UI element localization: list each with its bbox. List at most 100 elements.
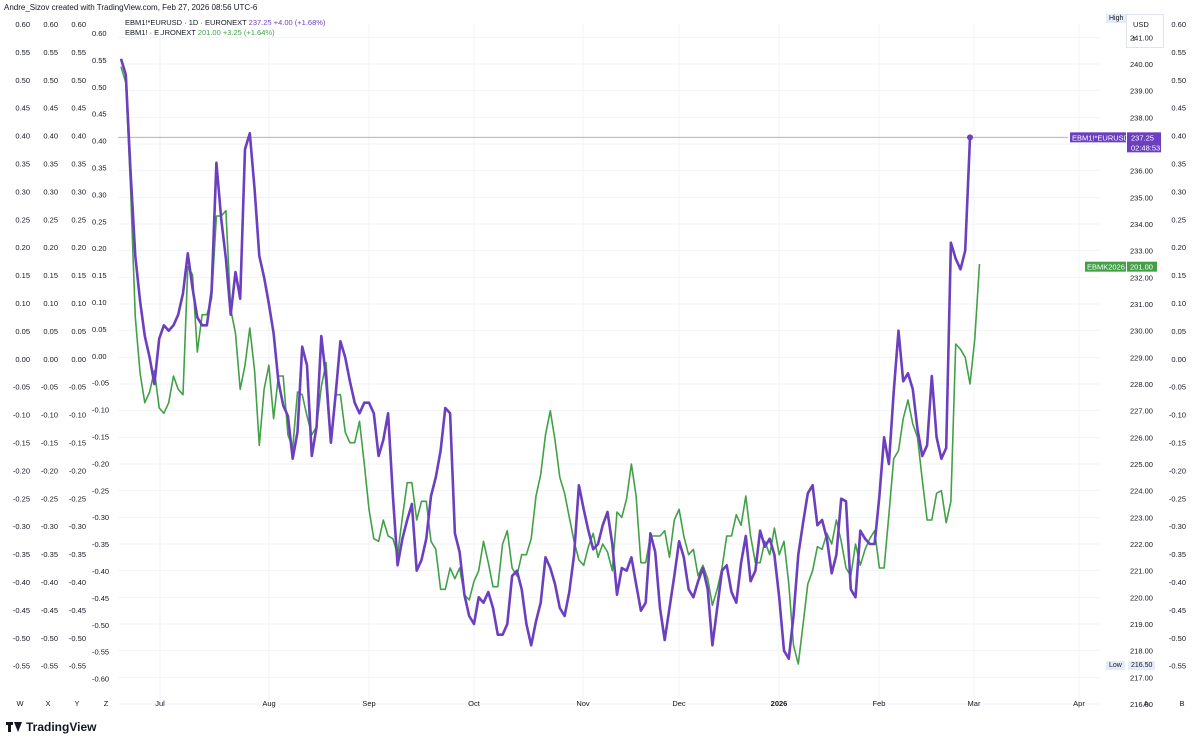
left-scale-tick-x: -0.45 <box>41 606 58 615</box>
left-scale-tick-w: 0.25 <box>15 215 30 224</box>
right-scale-tick: 0.15 <box>1171 271 1186 280</box>
inner-scale-tick: 0.15 <box>92 271 107 280</box>
left-scale-tick-x: 0.20 <box>43 243 58 252</box>
price-axis-tick: 239.00 <box>1130 87 1153 96</box>
left-scale-tick-w: 0.05 <box>15 327 30 336</box>
left-scale-tick-y: -0.50 <box>69 634 86 643</box>
left-scale-tick-w: 0.00 <box>15 355 30 364</box>
left-scale-tick-w: -0.45 <box>13 606 30 615</box>
series-label-bg-purple <box>1070 132 1126 143</box>
left-scale-tick-x: 0.45 <box>43 104 58 113</box>
right-scale-tick: -0.30 <box>1169 522 1186 531</box>
left-scale-tick-w: 0.40 <box>15 132 30 141</box>
left-scale-tick-w: -0.55 <box>13 662 30 671</box>
unit-label: USD <box>1133 20 1149 29</box>
left-scale-tick-y: 0.10 <box>71 299 86 308</box>
inner-scale-tick: -0.30 <box>92 513 109 522</box>
left-scale-tick-w: 0.50 <box>15 76 30 85</box>
x-axis-label: Apr <box>1073 699 1085 708</box>
left-scale-tick-w: -0.10 <box>13 411 30 420</box>
right-scale-tick: -0.05 <box>1169 383 1186 392</box>
left-scale-tick-w: -0.30 <box>13 522 30 531</box>
right-scale-tick: 0.25 <box>1171 215 1186 224</box>
tradingview-logo[interactable]: TradingView <box>6 720 96 734</box>
inner-scale-tick: -0.10 <box>92 406 109 415</box>
left-scale-tick-x: 0.05 <box>43 327 58 336</box>
price-axis-tick: 236.00 <box>1130 167 1153 176</box>
chart-svg[interactable]: 0.60 0.55 0.50 0.45 0.40 0.35 0.30 0.25 0.20 0.15… <box>0 12 1200 712</box>
inner-scale-tick: 0.40 <box>92 137 107 146</box>
inner-scale-tick: 0.25 <box>92 217 107 226</box>
inner-scale-tick: 0.45 <box>92 110 107 119</box>
chart-credit: Andre_Sizov created with TradingView.com… <box>4 3 258 12</box>
series-line-green <box>120 66 981 665</box>
right-scale-tick: 0.55 <box>1171 48 1186 57</box>
right-scale-tick: -0.10 <box>1169 411 1186 420</box>
price-axis-tick: 218.00 <box>1130 647 1153 656</box>
right-scale-tick: 0.45 <box>1171 104 1186 113</box>
left-scale-tick-y: -0.10 <box>69 411 86 420</box>
inner-scale-tick: 0.05 <box>92 325 107 334</box>
inner-scale-tick: -0.40 <box>92 567 109 576</box>
right-scale-tick: -0.55 <box>1169 662 1186 671</box>
left-scale-tick-x: 0.60 <box>43 20 58 29</box>
x-axis-label: Jul <box>155 699 165 708</box>
inner-scale-tick: 0.35 <box>92 164 107 173</box>
left-scale-tick-y: -0.40 <box>69 578 86 587</box>
x-axis-label: Oct <box>468 699 481 708</box>
price-axis-tick: 228.00 <box>1130 380 1153 389</box>
inner-scale-tick: -0.25 <box>92 486 109 495</box>
left-scale-tick-w: -0.15 <box>13 439 30 448</box>
legend-value-1: 237.25 <box>248 18 272 27</box>
left-scale-tick-w: 0.15 <box>15 271 30 280</box>
series-label-bg-green <box>1085 261 1126 272</box>
price-axis-tick: 233.00 <box>1130 247 1153 256</box>
countdown-timer: 02:48:53 <box>1131 143 1160 152</box>
left-scale-tick-y: -0.25 <box>69 494 86 503</box>
price-axis-tick: 229.00 <box>1130 353 1153 362</box>
right-scale-tick: 0.00 <box>1171 355 1186 364</box>
x-axis-label: Mar <box>968 699 981 708</box>
price-axis-tick: 220.00 <box>1130 593 1153 602</box>
right-scale-tick: 0.50 <box>1171 76 1186 85</box>
left-scale-tick-y: 0.45 <box>71 104 86 113</box>
right-scale-tick: 0.10 <box>1171 299 1186 308</box>
left-scale-tick-y: 0.20 <box>71 243 86 252</box>
price-axis-tick: 216.00 <box>1130 700 1153 709</box>
left-scale-tick-w: 0.45 <box>15 104 30 113</box>
right-scale-tick: -0.20 <box>1169 466 1186 475</box>
left-scale-tick-x: -0.15 <box>41 439 58 448</box>
price-axis-tick: 225.00 <box>1130 460 1153 469</box>
price-axis-tick: 222.00 <box>1130 540 1153 549</box>
left-scale-tick-x: -0.10 <box>41 411 58 420</box>
inner-scale-tick: -0.55 <box>92 648 109 657</box>
x-axis-label: Sep <box>362 699 375 708</box>
left-scale-tick-x: 0.50 <box>43 76 58 85</box>
price-tag-green: 201.00 <box>1130 263 1153 272</box>
inner-scale-tick: 0.30 <box>92 190 107 199</box>
currency-unit-box[interactable]: USD t <box>1126 14 1164 48</box>
left-scale-tick-y: 0.40 <box>71 132 86 141</box>
left-scale-tick-x: 0.40 <box>43 132 58 141</box>
price-axis-tick: 231.00 <box>1130 300 1153 309</box>
right-scale-tick: 0.05 <box>1171 327 1186 336</box>
right-scale-tick: -0.25 <box>1169 494 1186 503</box>
chart-area[interactable]: 0.60 0.55 0.50 0.45 0.40 0.35 0.30 0.25 0.20 0.15… <box>0 12 1200 712</box>
left-scale-letter: Y <box>74 699 79 708</box>
legend-row-1[interactable]: EBM1!*EURUSD · 1D · EURONEXT 237.25 +4.0… <box>125 18 325 28</box>
right-scale-letter: A <box>1143 699 1148 708</box>
inner-scale-tick: -0.60 <box>92 675 109 684</box>
x-axis-label: Dec <box>672 699 686 708</box>
inner-scale-tick: 0.55 <box>92 56 107 65</box>
inner-scale-tick: 0.00 <box>92 352 107 361</box>
left-scale-letter: X <box>45 699 50 708</box>
price-axis-tick: 232.00 <box>1130 273 1153 282</box>
left-scale-tick-y: -0.35 <box>69 550 86 559</box>
left-scale-tick-w: 0.30 <box>15 187 30 196</box>
inner-scale-tick: -0.20 <box>92 459 109 468</box>
low-label: Low <box>1106 661 1125 670</box>
tradingview-logo-icon <box>6 722 22 732</box>
x-axis-label: Aug <box>262 699 275 708</box>
left-scale-tick-y: -0.55 <box>69 662 86 671</box>
left-scale-tick-y: 0.00 <box>71 355 86 364</box>
